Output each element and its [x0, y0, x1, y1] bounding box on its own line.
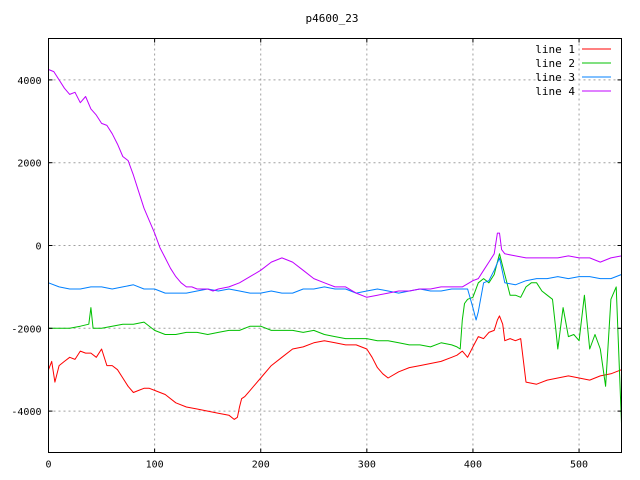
y-tick-label: 0 [35, 242, 41, 253]
y-tick-label: 4000 [17, 76, 41, 87]
x-tick-label: 100 [146, 460, 164, 471]
tick-labels: 0 100 200 300 400 500 -4000 -2000 0 2000 4000 [11, 38, 622, 471]
series-line-4 [48, 69, 622, 298]
grid [48, 38, 622, 453]
x-tick-label: 500 [570, 460, 588, 471]
x-tick-label: 200 [252, 460, 270, 471]
legend-label: line 1 [535, 43, 575, 56]
y-tick-label: -2000 [11, 324, 41, 335]
chart-title: p4600_23 [306, 12, 359, 25]
y-tick-label: -4000 [11, 407, 41, 418]
legend-label: line 4 [535, 85, 575, 98]
x-tick-label: 400 [464, 460, 482, 471]
series-line-3 [48, 257, 622, 321]
legend-label: line 2 [535, 57, 575, 70]
series-layer [48, 69, 622, 424]
x-tick-label: 0 [45, 460, 51, 471]
series-line-1 [48, 315, 622, 420]
x-tick-label: 300 [358, 460, 376, 471]
y-tick-label: 2000 [17, 159, 41, 170]
series-line-2 [48, 253, 622, 424]
legend-label: line 3 [535, 71, 575, 84]
